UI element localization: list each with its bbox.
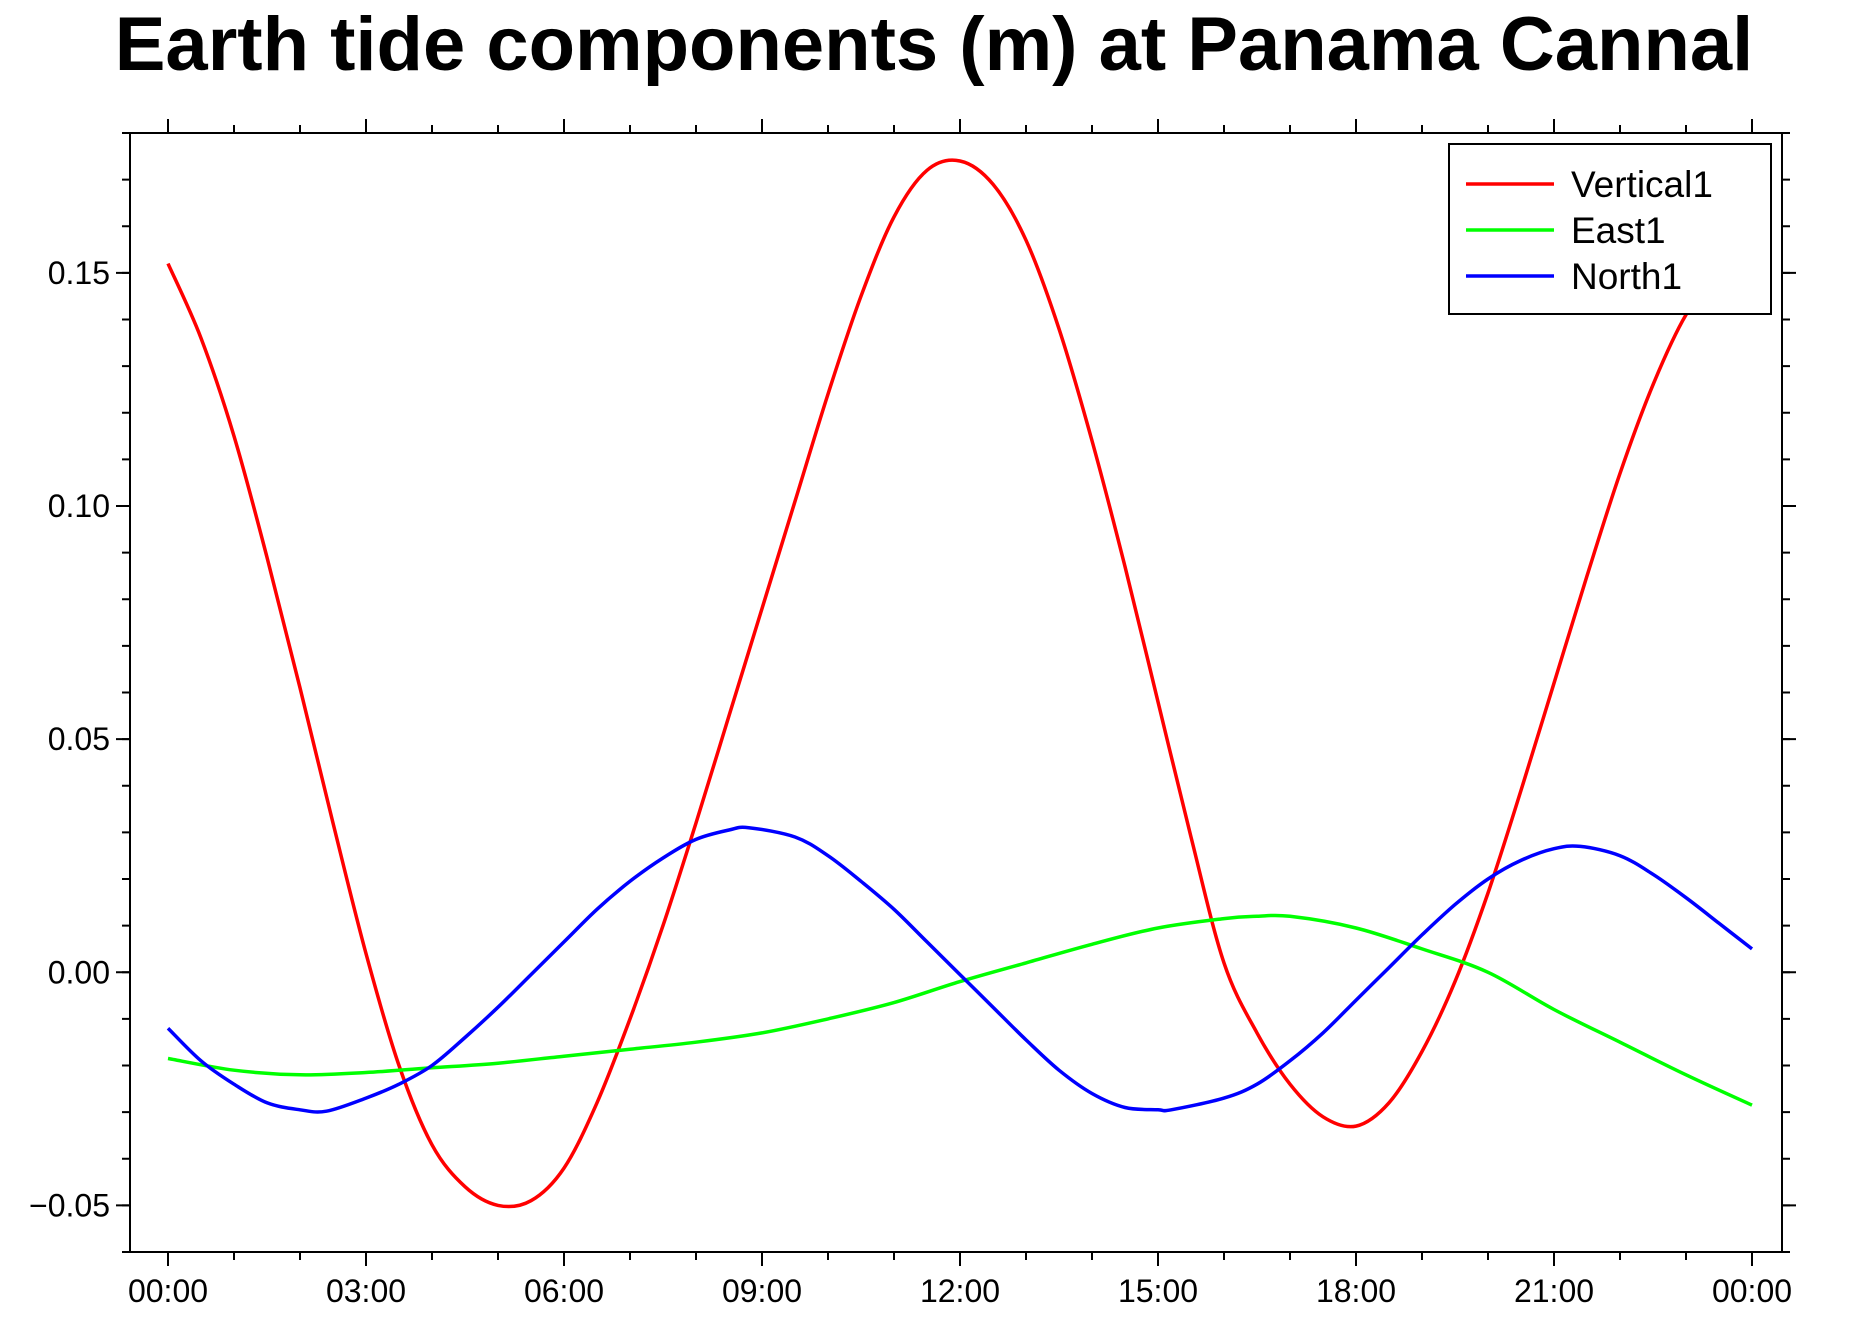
legend-label: North1 <box>1571 256 1682 297</box>
y-tick-label: 0.15 <box>48 255 110 291</box>
legend-label: Vertical1 <box>1571 164 1713 205</box>
x-axis: 00:00 03:00 06:00 09:00 12:00 15:00 18:00 21:00… <box>128 119 1792 1309</box>
x-tick-label: 15:00 <box>1118 1273 1198 1309</box>
x-tick-label: 21:00 <box>1514 1273 1594 1309</box>
y-axis: −0.05 0.00 0.05 0.10 0.15 <box>29 132 1796 1253</box>
y-tick-label: 0.10 <box>48 488 110 524</box>
x-tick-label: 06:00 <box>524 1273 604 1309</box>
chart-title: Earth tide components (m) at Panama Cann… <box>115 2 1754 87</box>
x-tick-label: 03:00 <box>326 1273 406 1309</box>
series-line-east1 <box>167 913 1753 1107</box>
y-tick-label: −0.05 <box>29 1187 110 1223</box>
y-tick-label: 0.00 <box>48 954 110 990</box>
x-tick-label: 00:00 <box>128 1273 208 1309</box>
x-tick-label: 18:00 <box>1316 1273 1396 1309</box>
x-tick-label: 12:00 <box>920 1273 1000 1309</box>
y-tick-label: 0.05 <box>48 721 110 757</box>
x-tick-label: 09:00 <box>722 1273 802 1309</box>
series-line-north1 <box>166 825 1754 1114</box>
series-line-vertical1 <box>166 158 1753 1209</box>
plot-area <box>166 158 1754 1209</box>
legend-label: East1 <box>1571 210 1666 251</box>
x-tick-label: 00:00 <box>1712 1273 1792 1309</box>
legend: Vertical1 East1 North1 <box>1448 143 1772 315</box>
